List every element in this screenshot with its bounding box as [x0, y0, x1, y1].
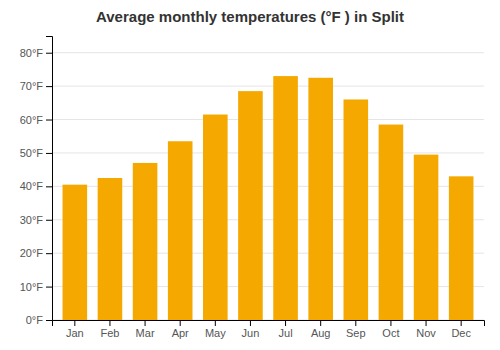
y-tick-label: 40°F [20, 180, 44, 192]
x-tick-mark [426, 320, 427, 326]
grid-line [52, 119, 484, 120]
x-tick: Apr [172, 320, 189, 339]
x-tick-label: Feb [100, 327, 119, 339]
y-tick-label: 80°F [20, 47, 44, 59]
x-tick: Feb [100, 320, 119, 339]
y-tick-mark [46, 220, 52, 221]
bar [133, 163, 158, 320]
y-tick-label: 0°F [26, 314, 44, 326]
x-tick-label: Sep [346, 327, 366, 339]
y-tick: 20°F [20, 247, 52, 259]
y-tick-mark [46, 253, 52, 254]
x-tick-mark [215, 320, 216, 326]
x-tick-mark [355, 320, 356, 326]
x-axis: Jan Feb Mar Apr May Jun Jul Aug Sep Oct Nov Dec [53, 320, 485, 339]
x-tick-mark [285, 320, 286, 326]
x-tick-mark [390, 320, 391, 326]
y-tick: 70°F [20, 80, 52, 92]
y-tick: 80°F [20, 47, 52, 59]
grid-line [52, 52, 484, 53]
y-tick-label: 30°F [20, 214, 44, 226]
bar [63, 185, 88, 320]
bar [344, 99, 369, 320]
x-tick-label: Dec [451, 327, 471, 339]
x-tick: May [205, 320, 226, 339]
x-tick: Jan [66, 320, 84, 339]
x-tick-label: Jul [279, 327, 293, 339]
bar [203, 115, 228, 320]
x-tick-mark [461, 320, 462, 326]
y-tick-mark [46, 186, 52, 187]
bar [238, 91, 263, 320]
y-tick: 30°F [20, 214, 52, 226]
y-tick: 60°F [20, 114, 52, 126]
y-tick-mark [46, 53, 52, 54]
x-tick: Aug [311, 320, 331, 339]
title: Average monthly temperatures (°F ) in Sp… [96, 8, 404, 25]
x-tick: Dec [451, 320, 471, 339]
bar [308, 78, 333, 320]
x-tick-mark [74, 320, 75, 326]
y-tick: 40°F [20, 180, 52, 192]
y-tick-mark [46, 287, 52, 288]
x-tick-mark [320, 320, 321, 326]
y-tick-label: 70°F [20, 80, 44, 92]
x-tick-mark [180, 320, 181, 326]
x-tick-mark [250, 320, 251, 326]
grid-line [52, 152, 484, 153]
x-tick-label: Mar [136, 327, 155, 339]
y-tick-mark [46, 320, 52, 321]
bar [273, 76, 298, 320]
plot: Jan Feb Mar Apr May Jun Jul Aug Sep Oct Nov Dec 0°F 1… [20, 37, 485, 339]
x-tick-label: Nov [416, 327, 436, 339]
y-tick: 50°F [20, 147, 52, 159]
y-tick-mark [46, 86, 52, 87]
grid [52, 53, 484, 320]
y-tick-label: 10°F [20, 281, 44, 293]
x-axis-line [53, 321, 485, 327]
x-tick: Oct [382, 320, 399, 339]
x-tick: Nov [416, 320, 436, 339]
y-tick-label: 20°F [20, 247, 44, 259]
x-tick-label: May [205, 327, 226, 339]
x-tick-label: Jun [242, 327, 260, 339]
x-tick-label: Aug [311, 327, 331, 339]
grid-line [52, 86, 484, 87]
x-tick-mark [109, 320, 110, 326]
x-tick: Sep [346, 320, 366, 339]
x-tick: Mar [136, 320, 155, 339]
y-tick-mark [46, 153, 52, 154]
y-tick: 10°F [20, 281, 52, 293]
bars [63, 76, 474, 320]
x-tick-mark [145, 320, 146, 326]
chart: Average monthly temperatures (°F ) in Sp… [0, 0, 500, 350]
x-tick-label: Jan [66, 327, 84, 339]
bar [168, 141, 193, 320]
y-tick: 0°F [26, 314, 52, 326]
x-tick: Jul [279, 320, 293, 339]
bar [98, 178, 123, 320]
y-axis: 0°F 10°F 20°F 30°F 40°F 50°F 60°F 70°F 80°F [20, 37, 53, 327]
y-tick-label: 60°F [20, 114, 44, 126]
y-tick-mark [46, 120, 52, 121]
x-tick-label: Oct [382, 327, 399, 339]
bar [449, 176, 474, 320]
bar [379, 125, 404, 320]
x-tick: Jun [242, 320, 260, 339]
bar [414, 155, 439, 320]
x-tick-label: Apr [172, 327, 189, 339]
y-axis-line [46, 37, 53, 321]
y-tick-label: 50°F [20, 147, 44, 159]
